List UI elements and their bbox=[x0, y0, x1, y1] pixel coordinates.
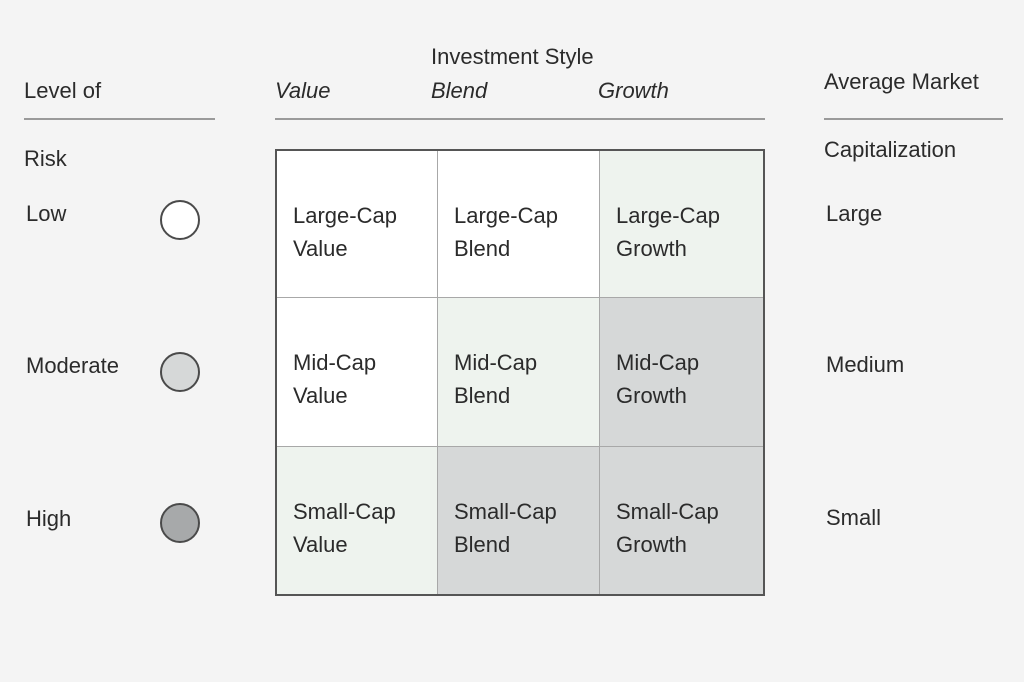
cell-line2: Growth bbox=[616, 532, 687, 557]
cell-line2: Blend bbox=[454, 236, 511, 261]
cell-line2: Value bbox=[293, 532, 348, 557]
risk-header-line2: Risk bbox=[24, 146, 67, 171]
risk-dot-high bbox=[160, 503, 200, 543]
cell-large-value: Large-Cap Value bbox=[277, 151, 438, 298]
cell-small-growth: Small-Cap Growth bbox=[600, 447, 763, 594]
cell-line1: Mid-Cap bbox=[293, 350, 377, 375]
cell-line2: Blend bbox=[454, 532, 511, 557]
style-column-growth: Growth bbox=[598, 78, 669, 103]
cell-line1: Large-Cap bbox=[293, 203, 397, 228]
risk-dot-low bbox=[160, 200, 200, 240]
risk-header-rule bbox=[24, 118, 215, 120]
cap-label-small: Small bbox=[826, 505, 882, 530]
cell-mid-growth: Mid-Cap Growth bbox=[600, 298, 763, 447]
cell-line2: Growth bbox=[616, 383, 687, 408]
cell-line2: Value bbox=[293, 383, 348, 408]
risk-label-moderate: Moderate bbox=[26, 353, 119, 378]
cell-line1: Mid-Cap bbox=[616, 350, 700, 375]
cell-line1: Small-Cap bbox=[293, 499, 396, 524]
cap-label-large: Large bbox=[826, 201, 883, 226]
style-column-blend: Blend bbox=[431, 78, 488, 103]
risk-label-low: Low bbox=[26, 201, 67, 226]
style-box-grid: Large-Cap Value Large-Cap Blend Large-Ca… bbox=[275, 149, 765, 596]
risk-header: Level of Risk bbox=[24, 40, 101, 176]
style-header-rule bbox=[275, 118, 765, 120]
cell-large-blend: Large-Cap Blend bbox=[438, 151, 600, 298]
cell-large-growth: Large-Cap Growth bbox=[600, 151, 763, 298]
cell-small-blend: Small-Cap Blend bbox=[438, 447, 600, 594]
cap-header-rule bbox=[824, 118, 1003, 120]
cell-line1: Small-Cap bbox=[454, 499, 557, 524]
cell-line2: Value bbox=[293, 236, 348, 261]
cell-line1: Large-Cap bbox=[454, 203, 558, 228]
cap-header: Average Market Capitalization bbox=[824, 31, 979, 167]
risk-header-line1: Level of bbox=[24, 78, 102, 103]
cap-header-line1: Average Market bbox=[824, 69, 979, 94]
cell-line1: Mid-Cap bbox=[454, 350, 538, 375]
cell-line1: Large-Cap bbox=[616, 203, 720, 228]
cell-mid-blend: Mid-Cap Blend bbox=[438, 298, 600, 447]
cell-line2: Growth bbox=[616, 236, 687, 261]
style-header: Investment Style bbox=[431, 44, 594, 69]
risk-label-high: High bbox=[26, 506, 72, 531]
risk-dot-moderate bbox=[160, 352, 200, 392]
cell-line1: Small-Cap bbox=[616, 499, 719, 524]
cell-line2: Blend bbox=[454, 383, 511, 408]
cell-mid-value: Mid-Cap Value bbox=[277, 298, 438, 447]
cap-label-medium: Medium bbox=[826, 352, 905, 377]
cap-header-line2: Capitalization bbox=[824, 137, 957, 162]
cell-small-value: Small-Cap Value bbox=[277, 447, 438, 594]
style-column-value: Value bbox=[275, 78, 331, 103]
